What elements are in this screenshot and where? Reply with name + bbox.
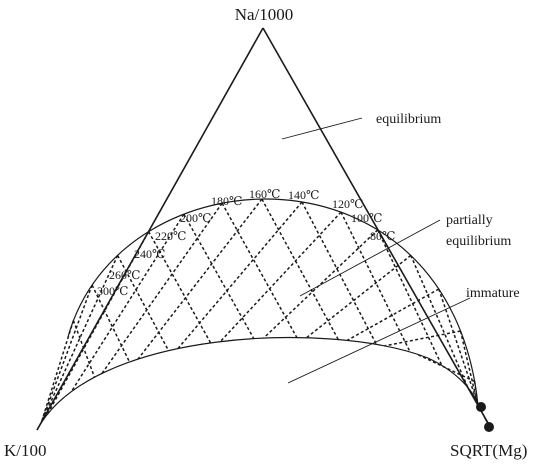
temp-label-120: 120℃ — [332, 197, 363, 211]
isotherm-line — [438, 288, 478, 403]
temperature-labels: 80℃ 100℃ 120℃ 140℃ 160℃ 180℃ 200℃ 220℃ 2… — [97, 187, 395, 298]
partial-equilibrium-leader-line — [299, 219, 441, 297]
isotherm-line — [40, 284, 93, 424]
isotherm-grid — [40, 198, 478, 424]
vertex-label-k: K/100 — [4, 441, 47, 460]
isotherm-line — [305, 254, 412, 339]
isotherm-line — [101, 202, 223, 374]
isotherm-line — [459, 330, 478, 403]
region-label-partially: partially — [446, 213, 493, 228]
isotherm-line — [261, 198, 339, 340]
vertex-label-mg: SQRT(Mg) — [450, 441, 527, 460]
equilibrium-leader-line — [281, 117, 363, 140]
region-label-equilibrium: equilibrium — [376, 112, 441, 127]
endpoint-markers — [476, 402, 494, 432]
temp-label-300: 300℃ — [97, 284, 128, 298]
isotherm-line — [410, 255, 469, 388]
temp-label-140: 140℃ — [288, 188, 319, 202]
isotherm-line — [91, 284, 131, 363]
isotherm-line — [221, 202, 298, 338]
temp-label-240: 240℃ — [134, 247, 165, 261]
isotherm-line — [473, 381, 478, 403]
triangle-left-edge — [36, 27, 264, 431]
isotherm-line — [40, 320, 75, 424]
isotherm-line — [72, 320, 96, 378]
triangle-frame — [36, 27, 493, 431]
temp-label-220: 220℃ — [155, 229, 186, 243]
triangle-right-edge — [262, 27, 493, 431]
temp-label-80: 80℃ — [370, 229, 395, 243]
isotherm-line — [40, 255, 119, 424]
temp-label-160: 160℃ — [249, 187, 280, 201]
isotherm-line — [183, 213, 255, 339]
isotherm-line — [346, 288, 440, 342]
isotherm-line — [377, 229, 443, 366]
temp-label-180: 180℃ — [211, 194, 242, 208]
isotherm-line — [384, 330, 461, 347]
vertex-label-na: Na/1000 — [235, 5, 294, 24]
temp-label-100: 100℃ — [351, 211, 382, 225]
isotherm-line — [70, 213, 185, 393]
temp-label-200: 200℃ — [180, 211, 211, 225]
full-equilibrium-curve — [67, 198, 491, 429]
isotherm-line — [340, 211, 411, 353]
immature-leader-line — [287, 297, 471, 384]
isotherm-line — [46, 231, 150, 415]
endpoint-marker — [476, 402, 486, 412]
region-label-immature: immature — [466, 286, 520, 301]
partial-equilibrium-boundary-curve — [36, 337, 479, 431]
region-label-partial-equilibrium: equilibrium — [446, 234, 511, 249]
isotherm-line — [263, 229, 379, 339]
endpoint-marker — [484, 422, 494, 432]
isotherm-line — [219, 211, 342, 343]
temp-label-260: 260℃ — [109, 268, 140, 282]
isotherm-line — [137, 198, 263, 360]
